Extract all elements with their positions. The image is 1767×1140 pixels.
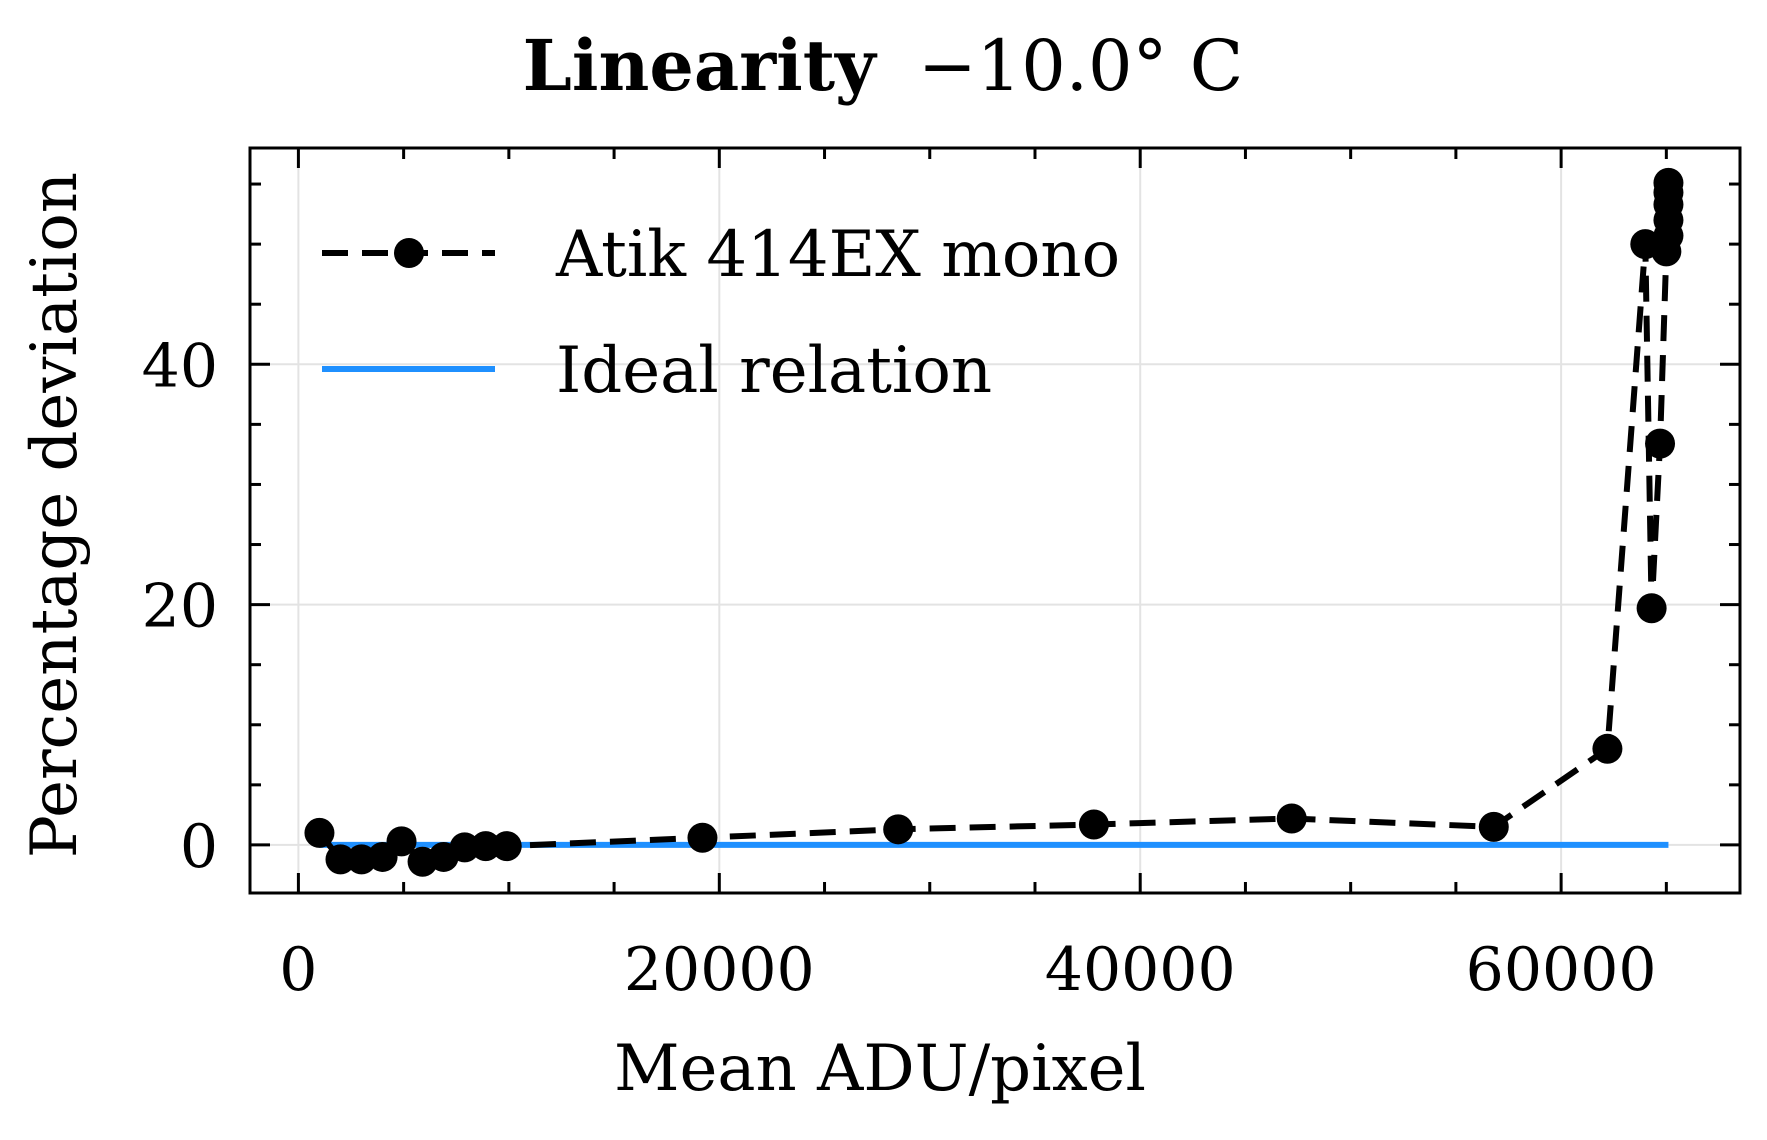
y-axis-label: Percentage deviation (18, 172, 92, 858)
data-point-atik (491, 831, 522, 862)
tick-labels: 0 20000 40000 60000 0 20 40 (142, 331, 1657, 1005)
y-tick-label: 40 (142, 331, 218, 401)
chart-title-rest: −10.0° C (918, 25, 1243, 107)
data-point-atik (1636, 593, 1667, 624)
chart-title: Linearity −10.0° C (523, 24, 1244, 107)
data-point-atik (1592, 733, 1623, 764)
x-axis-label: Mean ADU/pixel (614, 1032, 1146, 1106)
y-tick-label: 0 (180, 812, 218, 882)
x-tick-label: 0 (279, 935, 317, 1005)
data-point-atik (1478, 811, 1509, 842)
data-point-atik (325, 844, 356, 875)
x-tick-label: 60000 (1466, 935, 1657, 1005)
data-point-atik (386, 826, 417, 857)
data-point-atik (470, 831, 501, 862)
series-layer (304, 167, 1684, 877)
axis-ticks (250, 148, 1740, 893)
data-point-atik (1276, 803, 1307, 834)
data-point-atik (1078, 809, 1109, 840)
x-tick-label: 40000 (1045, 935, 1236, 1005)
x-tick-label: 20000 (624, 935, 815, 1005)
legend-label-atik: Atik 414EX mono (555, 218, 1120, 292)
data-point-atik (304, 817, 335, 848)
legend-label-ideal: Ideal relation (556, 334, 992, 408)
chart-title-bold: Linearity (523, 24, 878, 107)
data-point-atik (1653, 167, 1684, 198)
plot-frame (248, 146, 1742, 895)
legend: Atik 414EX mono Ideal relation (322, 218, 1120, 408)
y-tick-label: 20 (142, 572, 218, 642)
data-point-atik (883, 814, 914, 845)
data-point-atik (687, 822, 718, 853)
data-point-atik (1645, 428, 1676, 459)
legend-marker-atik (394, 238, 424, 268)
